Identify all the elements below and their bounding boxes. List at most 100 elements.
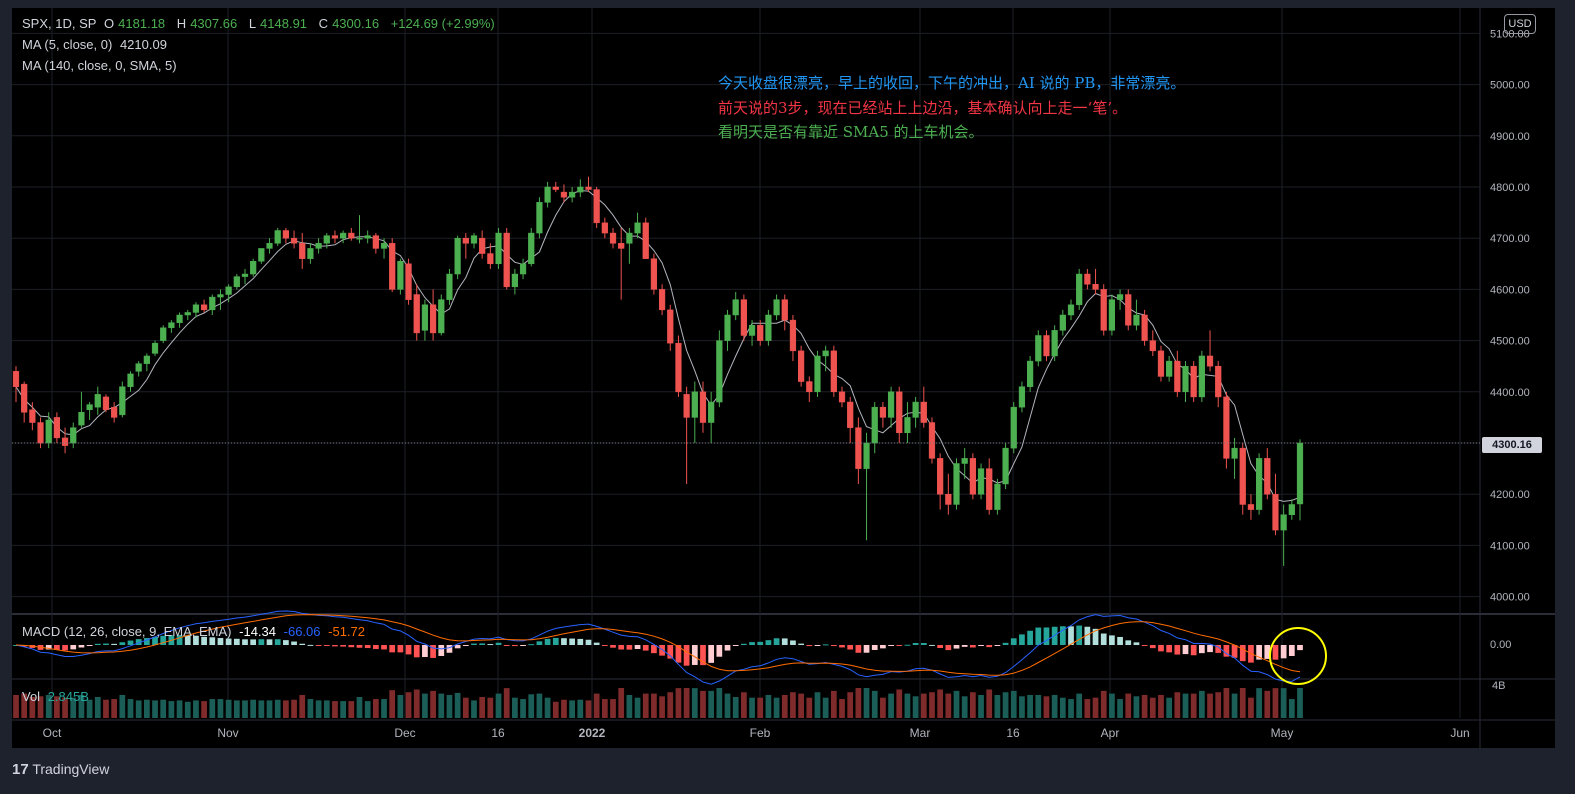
volume-bar (937, 689, 944, 718)
candle-body (1018, 386, 1026, 408)
volume-bar (741, 692, 747, 718)
candle-body (1067, 304, 1075, 316)
volume-bar (1231, 693, 1238, 718)
macd-histogram-bar (315, 645, 322, 646)
tradingview-logo[interactable]: 17 TradingView (12, 761, 109, 778)
candle-body (111, 406, 118, 418)
volume-bar (757, 697, 764, 718)
volume-bar (307, 699, 314, 718)
volume-bar (994, 694, 1001, 718)
volume-bar (225, 699, 232, 718)
volume-bar (765, 694, 772, 718)
macd-histogram-bar (201, 636, 207, 645)
candle-body (1166, 360, 1173, 377)
volume-bar (323, 700, 330, 718)
macd-histogram-bar (953, 645, 960, 649)
volume-bar (1076, 693, 1083, 718)
candle-body (1141, 314, 1148, 341)
candle-body (1133, 314, 1140, 326)
volume-bar (1215, 692, 1222, 718)
candle-body (830, 350, 837, 393)
volume-bar (585, 700, 592, 718)
volume-bar (708, 690, 715, 718)
volume-bar (871, 690, 878, 718)
volume-bar (242, 700, 248, 718)
volume-bar (520, 699, 526, 718)
macd-histogram-bar (888, 645, 894, 646)
volume-bar (201, 701, 207, 718)
volume-bar (961, 696, 968, 718)
macd-histogram-bar (978, 645, 984, 647)
candle-body (1190, 365, 1197, 398)
macd-histogram-bar (970, 645, 976, 648)
candle-body (1149, 340, 1156, 352)
volume-bar (1141, 694, 1148, 718)
candle-body (1002, 447, 1009, 485)
candle-body (307, 248, 314, 259)
time-tick-label: Apr (1101, 726, 1120, 740)
volume-bar (912, 696, 919, 718)
macd-histogram-bar (1084, 626, 1091, 645)
candle-body (1206, 355, 1214, 367)
macd-histogram-bar (732, 645, 739, 646)
price-tick-label: 4500.00 (1490, 336, 1530, 348)
candle-body (151, 342, 159, 354)
macd-histogram-bar (945, 645, 952, 651)
candle-body (1247, 504, 1255, 510)
candle-body (977, 468, 985, 495)
volume-bar (111, 699, 118, 718)
candle-body (241, 273, 249, 277)
candle-body (716, 340, 723, 403)
volume-bar (683, 688, 690, 718)
volume-bar (675, 688, 682, 718)
macd-histogram-bar (1158, 645, 1164, 652)
candle-body (626, 232, 633, 244)
macd-histogram-bar (798, 643, 804, 645)
macd-histogram-bar (1198, 645, 1205, 654)
macd-histogram-bar (242, 639, 248, 645)
tv-logo-icon: 17 (12, 761, 29, 778)
volume-bar (332, 701, 338, 718)
macd-legend: MACD (12, 26, close, 9, EMA, EMA) -14.34… (22, 624, 369, 639)
candle-body (1255, 458, 1263, 510)
volume-bar (691, 688, 698, 718)
volume-bar (356, 697, 363, 718)
candle-body (748, 324, 756, 336)
volume-bar (536, 693, 543, 718)
macd-histogram-bar (503, 645, 510, 646)
volume-bar (626, 694, 633, 718)
candle-body (61, 437, 69, 446)
candle-body (838, 391, 846, 403)
candle-body (1010, 406, 1017, 449)
candle-body (634, 222, 641, 234)
volume-bar (1248, 697, 1254, 718)
macd-histogram-bar (593, 642, 600, 645)
candle-body (143, 355, 150, 364)
macd-histogram-bar (217, 638, 224, 645)
volume-bar (487, 697, 494, 718)
macd-histogram-bar (626, 645, 633, 650)
macd-histogram-bar (651, 645, 657, 654)
volume-bar (233, 700, 240, 718)
macd-histogram-bar (920, 642, 927, 645)
currency-button[interactable]: USD (1504, 14, 1536, 34)
candle-body (781, 299, 788, 321)
candle-body (102, 396, 110, 410)
candle-body (1198, 355, 1205, 398)
macd-histogram-bar (86, 645, 93, 646)
macd-histogram-bar (438, 645, 445, 656)
volume-bar (798, 693, 804, 718)
macd-histogram-bar (512, 645, 518, 647)
candle-body (585, 186, 592, 190)
volume-bar (610, 699, 616, 718)
candle-body (323, 235, 330, 244)
macd-histogram-bar (528, 644, 535, 646)
candle-body (986, 468, 993, 510)
candle-body (348, 232, 355, 239)
macd-histogram-bar (790, 640, 796, 645)
volume-bar (822, 697, 829, 718)
candle-body (1092, 284, 1099, 290)
candle-body (863, 442, 870, 469)
price-axis-background (1480, 8, 1555, 748)
